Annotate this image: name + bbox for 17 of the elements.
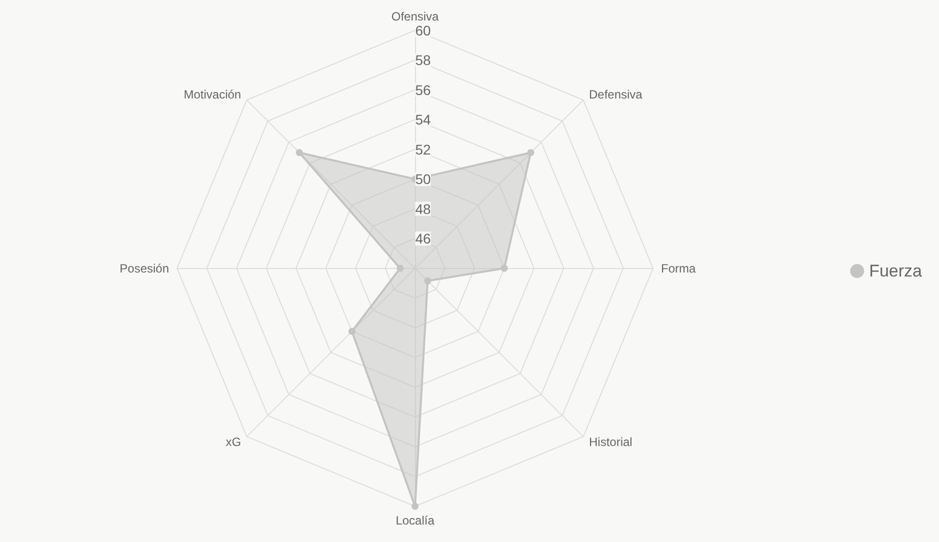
spoke-label: Localía bbox=[396, 513, 435, 528]
spoke-label: Motivación bbox=[184, 87, 242, 102]
y-tick-label: 56 bbox=[415, 82, 432, 98]
spoke-label: Posesión bbox=[120, 261, 170, 276]
y-tick-label: 50 bbox=[415, 171, 432, 188]
y-tick-label: 48 bbox=[415, 200, 432, 217]
spoke-label: Ofensiva bbox=[391, 9, 440, 24]
spoke-label: Historial bbox=[588, 435, 632, 450]
spoke-label: xG bbox=[226, 435, 242, 450]
y-tick-label: 60 bbox=[415, 22, 432, 38]
y-tick-label: 54 bbox=[415, 112, 432, 128]
spoke-label: Defensiva bbox=[588, 87, 643, 102]
y-tick-label: 58 bbox=[415, 52, 432, 68]
y-tick-label: 46 bbox=[415, 230, 432, 247]
y-tick-label: 52 bbox=[415, 141, 432, 158]
spoke-label: Forma bbox=[661, 261, 696, 276]
legend-label: Fuerza bbox=[869, 262, 923, 280]
